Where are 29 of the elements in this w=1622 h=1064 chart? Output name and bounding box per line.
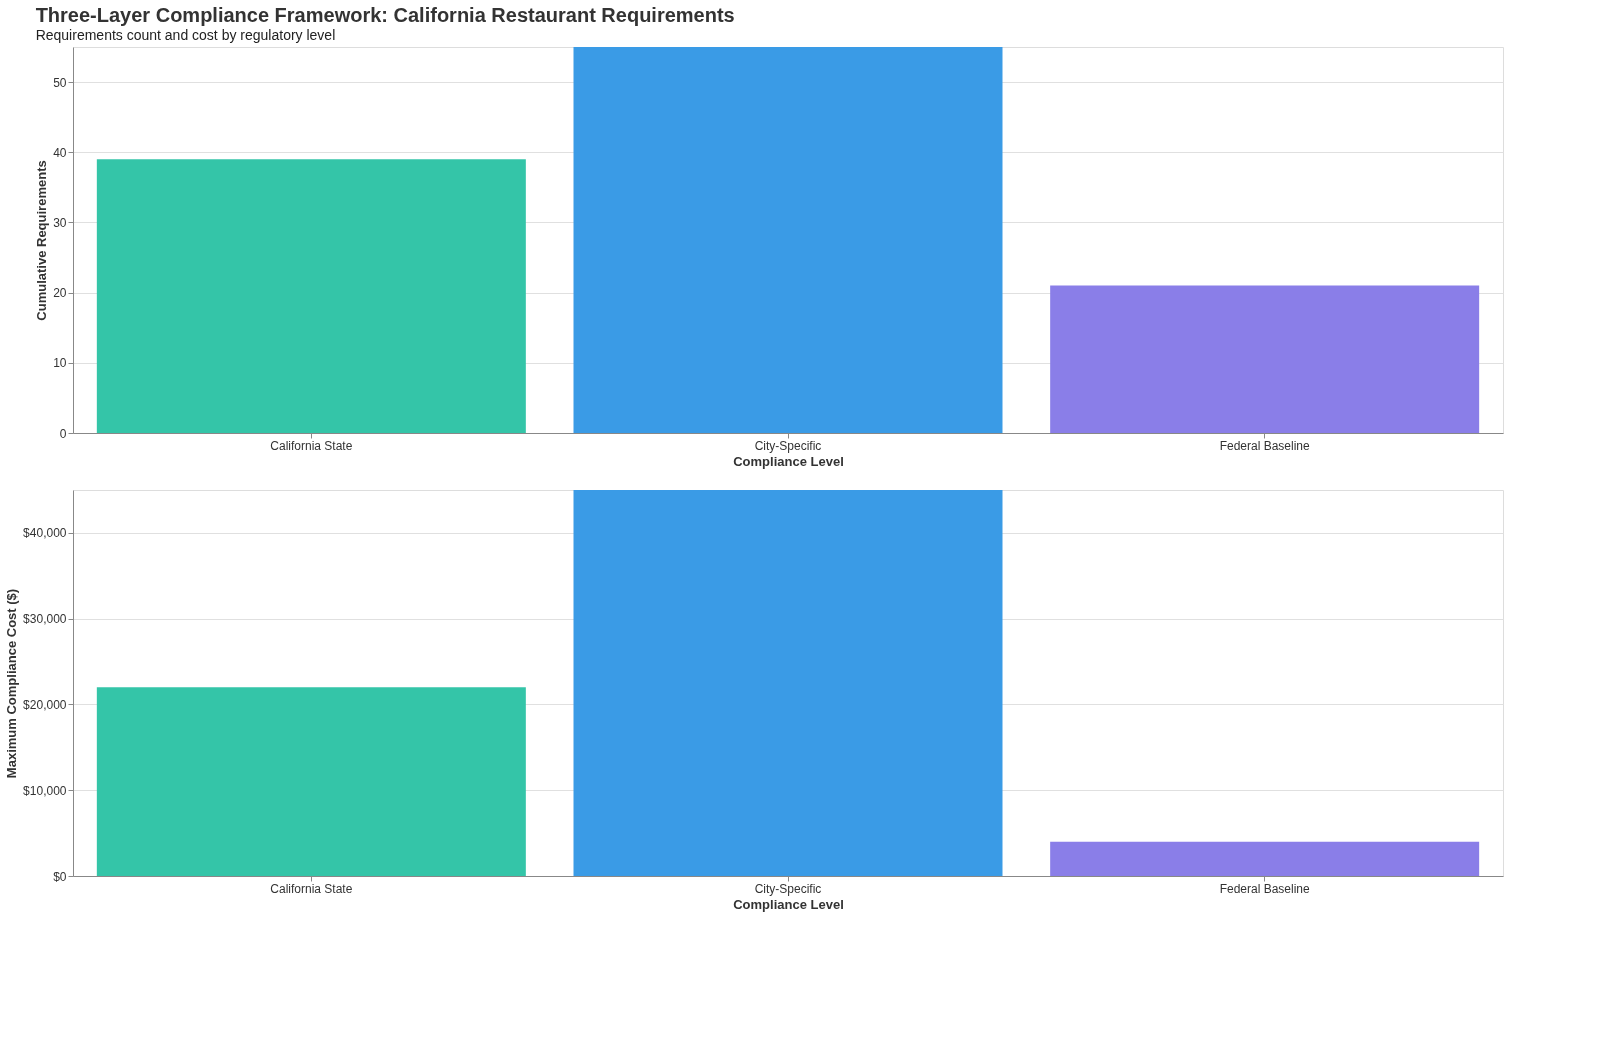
chart-title: Three-Layer Compliance Framework: California Restaurant Requirements: [35, 4, 735, 26]
bar: [1050, 285, 1480, 433]
x-tick-label: Federal Baseline: [1219, 881, 1311, 896]
y-tick-label: $0: [53, 869, 67, 884]
y-tick-label: 10: [53, 356, 67, 371]
y-tick-label: 30: [53, 215, 67, 230]
x-axis-title: Compliance Level: [733, 453, 844, 469]
x-tick-label: California State: [270, 438, 353, 453]
x-tick-label: Federal Baseline: [1219, 438, 1311, 453]
y-tick-label: 50: [53, 75, 67, 90]
y-tick-label: $10,000: [23, 783, 67, 798]
y-tick-label: $30,000: [23, 612, 67, 627]
x-tick-label: City-Specific: [754, 881, 822, 896]
y-axis-title: Maximum Compliance Cost ($): [4, 588, 20, 779]
y-tick-label: 40: [53, 145, 67, 160]
y-axis-title: Cumulative Requirements: [34, 160, 50, 321]
bar: [573, 47, 1003, 433]
x-tick-label: City-Specific: [754, 438, 822, 453]
bar: [96, 159, 526, 433]
y-tick-label: 20: [53, 286, 67, 301]
bar: [96, 687, 526, 876]
y-tick-label: $40,000: [23, 526, 67, 541]
bar: [1050, 841, 1480, 876]
x-axis-title: Compliance Level: [733, 896, 844, 912]
y-tick-label: $20,000: [23, 697, 67, 712]
x-tick-label: California State: [270, 881, 353, 896]
chart-subtitle: Requirements count and cost by regulatory level: [35, 27, 336, 43]
bar: [573, 490, 1003, 876]
y-tick-label: 0: [59, 426, 67, 441]
